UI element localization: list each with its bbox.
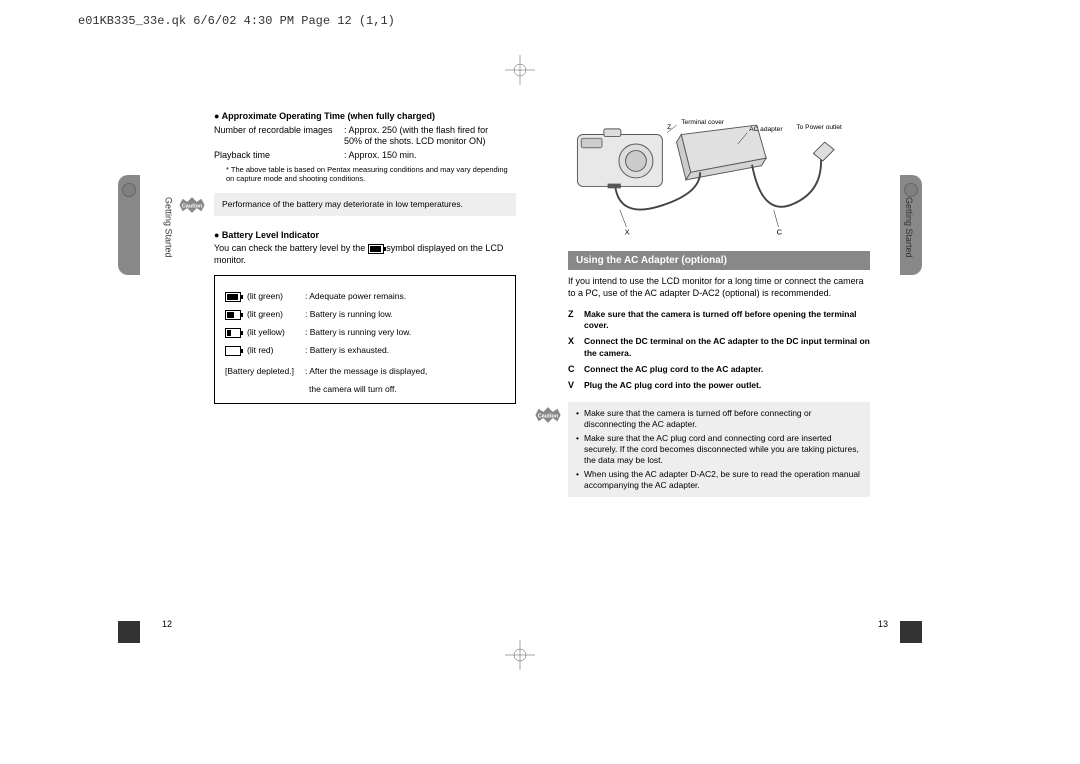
battery-icon-1 bbox=[225, 328, 241, 338]
caution-box-right: •Make sure that the camera is turned off… bbox=[568, 402, 870, 497]
diagram-label-z: Z bbox=[667, 124, 671, 131]
page-number-12: 12 bbox=[162, 619, 172, 631]
battery-icon-2 bbox=[225, 310, 241, 320]
battery-row-verylow: (lit yellow) : Battery is running very l… bbox=[225, 327, 505, 338]
caution-badge-right: Caution bbox=[532, 404, 564, 426]
step-c: CConnect the AC plug cord to the AC adap… bbox=[568, 364, 870, 376]
foot-tab-left bbox=[118, 621, 140, 643]
side-tab-left bbox=[118, 175, 140, 275]
ac-adapter-diagram: Z Terminal cover AC adapter To Power out… bbox=[568, 111, 870, 243]
battery-row-depleted: [Battery depleted.] : After the message … bbox=[225, 366, 505, 377]
page-12: Getting Started 12 ● Approximate Operati… bbox=[140, 97, 540, 643]
section-label-left: Getting Started bbox=[162, 197, 174, 258]
ac-adapter-intro: If you intend to use the LCD monitor for… bbox=[568, 276, 870, 299]
svg-text:AC adapter: AC adapter bbox=[749, 126, 783, 133]
step-z: ZMake sure that the camera is turned off… bbox=[568, 309, 870, 331]
caution-box-left: Performance of the battery may deteriora… bbox=[214, 193, 516, 216]
step-x: XConnect the DC terminal on the AC adapt… bbox=[568, 336, 870, 358]
page-number-13: 13 bbox=[878, 619, 888, 631]
battery-indicator-text: You can check the battery level by the s… bbox=[214, 243, 516, 266]
value-recordable-1: : Approx. 250 (with the flash fired for bbox=[344, 125, 488, 137]
section-heading-ac-adapter: Using the AC Adapter (optional) bbox=[568, 251, 870, 270]
caution-item-3: When using the AC adapter D-AC2, be sure… bbox=[584, 469, 862, 491]
battery-depleted-line2: the camera will turn off. bbox=[309, 384, 505, 395]
value-playback: : Approx. 150 min. bbox=[344, 150, 417, 162]
svg-text:C: C bbox=[777, 228, 783, 237]
crop-mark-bottom bbox=[505, 640, 535, 670]
page-13: Getting Started 13 bbox=[540, 97, 900, 643]
svg-text:To Power outlet: To Power outlet bbox=[796, 124, 842, 131]
battery-row-low: (lit green) : Battery is running low. bbox=[225, 309, 505, 320]
crop-mark-top bbox=[505, 55, 535, 85]
caution-item-2: Make sure that the AC plug cord and conn… bbox=[584, 433, 862, 466]
heading-battery-indicator: ● Battery Level Indicator bbox=[214, 230, 516, 242]
label-recordable: Number of recordable images bbox=[214, 125, 344, 137]
svg-text:Caution: Caution bbox=[538, 413, 559, 419]
svg-text:Terminal cover: Terminal cover bbox=[681, 119, 725, 126]
battery-icon-inline bbox=[368, 244, 384, 254]
svg-text:X: X bbox=[625, 228, 630, 237]
foot-tab-right bbox=[900, 621, 922, 643]
value-recordable-2: 50% of the shots. LCD monitor ON) bbox=[344, 136, 516, 148]
battery-row-exhausted: (lit red) : Battery is exhausted. bbox=[225, 345, 505, 356]
label-playback: Playback time bbox=[214, 150, 344, 162]
battery-icon-full bbox=[225, 292, 241, 302]
caution-item-1: Make sure that the camera is turned off … bbox=[584, 408, 862, 430]
heading-operating-time: ● Approximate Operating Time (when fully… bbox=[214, 111, 516, 123]
ac-adapter-steps: ZMake sure that the camera is turned off… bbox=[568, 309, 870, 392]
section-label-right: Getting Started bbox=[902, 197, 914, 258]
footnote: * The above table is based on Pentax mea… bbox=[226, 165, 516, 183]
battery-level-table: (lit green) : Adequate power remains. (l… bbox=[214, 275, 516, 404]
step-v: VPlug the AC plug cord into the power ou… bbox=[568, 380, 870, 392]
svg-text:Caution: Caution bbox=[182, 203, 203, 209]
battery-row-full: (lit green) : Adequate power remains. bbox=[225, 291, 505, 302]
print-header: e01KB335_33e.qk 6/6/02 4:30 PM Page 12 (… bbox=[78, 14, 395, 28]
caution-badge-left: Caution bbox=[176, 194, 208, 216]
page-spread: Getting Started 12 ● Approximate Operati… bbox=[140, 97, 900, 629]
battery-icon-0 bbox=[225, 346, 241, 356]
